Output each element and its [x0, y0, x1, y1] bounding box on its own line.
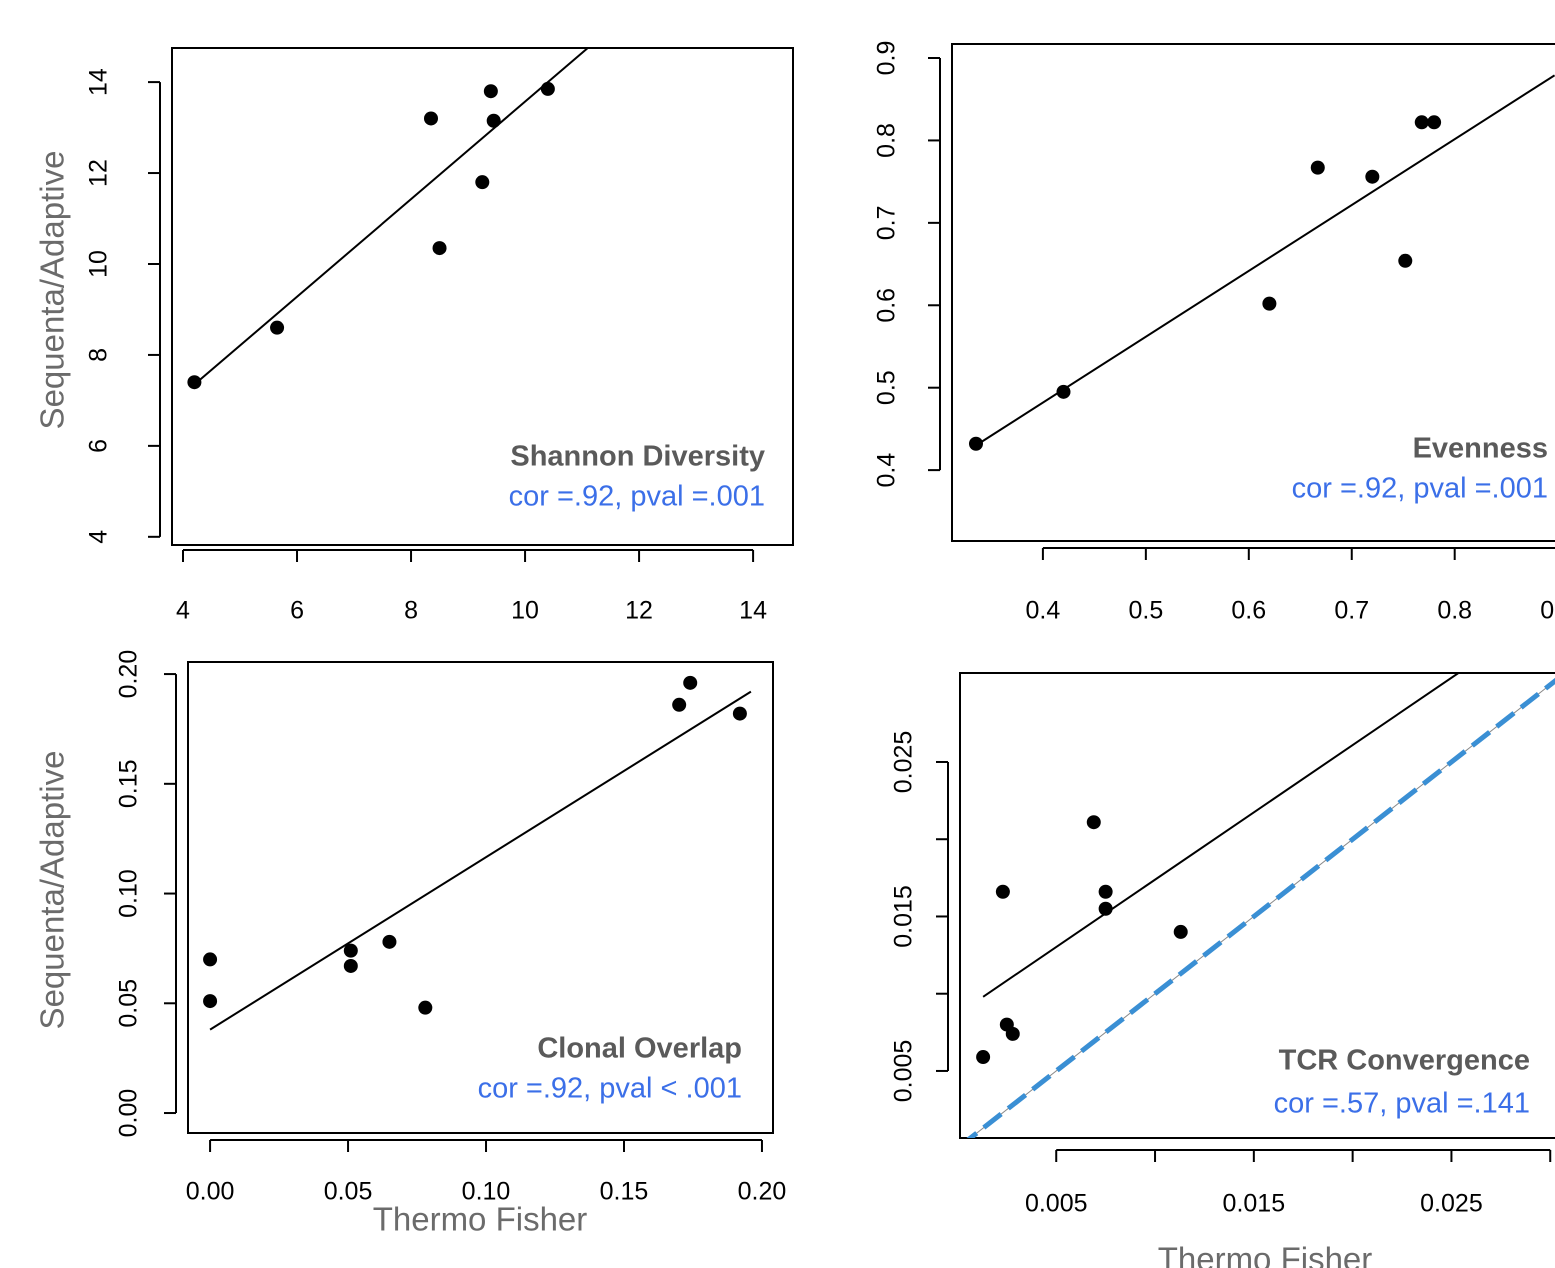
x-tick-label: 0.9: [1540, 597, 1555, 625]
annotation: cor =.92, pval =.001: [1292, 473, 1548, 505]
x-tick-label: 0.00: [186, 1178, 235, 1206]
x-tick-label: 0.7: [1334, 597, 1369, 625]
point: [1414, 115, 1429, 130]
point: [976, 1050, 991, 1065]
plot-frame: [951, 43, 1555, 542]
fit-line: [193, 48, 589, 386]
point: [475, 175, 490, 190]
x-tick-label: 4: [176, 597, 190, 625]
y-axis-label: Sequenta/Adaptive: [34, 151, 71, 430]
y-tick-label: 0.4: [873, 453, 901, 488]
y-axis-label: Sequenta/Adaptive: [34, 751, 71, 1030]
point: [343, 958, 358, 973]
point: [1173, 924, 1188, 939]
x-tick-label: 0.4: [1026, 597, 1061, 625]
x-tick-label: 0.05: [324, 1178, 373, 1206]
point: [382, 934, 397, 949]
x-tick-label: 0.8: [1437, 597, 1472, 625]
x-tick-label: 10: [511, 597, 539, 625]
fit-line: [982, 673, 1460, 998]
annotation: cor =.92, pval < .001: [478, 1073, 742, 1105]
y-tick-label: 0.9: [873, 41, 901, 76]
point: [995, 884, 1010, 899]
x-tick-label: 0.15: [600, 1178, 649, 1206]
y-tick-label: 6: [85, 439, 113, 453]
y-tick-label: 0.025: [890, 731, 918, 794]
point: [423, 111, 438, 126]
y-tick-label: 0.6: [873, 288, 901, 323]
point: [343, 943, 358, 958]
point: [1427, 115, 1442, 130]
x-tick-label: 14: [739, 597, 767, 625]
annotation-title: Clonal Overlap: [537, 1033, 742, 1065]
x-tick-label: 0.20: [738, 1178, 787, 1206]
point: [483, 84, 498, 99]
y-tick-label: 0.7: [873, 205, 901, 240]
point: [732, 706, 747, 721]
x-tick-label: 0.5: [1128, 597, 1163, 625]
point: [187, 375, 202, 390]
y-tick-label: 0.05: [115, 979, 143, 1028]
point: [418, 1000, 433, 1015]
annotation-title: Evenness: [1413, 433, 1548, 465]
annotation: cor =.57, pval =.141: [1274, 1088, 1530, 1120]
point: [540, 81, 555, 96]
point: [203, 952, 218, 967]
point: [1310, 160, 1325, 175]
y-tick-label: 8: [85, 348, 113, 362]
y-tick-label: 0.005: [890, 1040, 918, 1103]
point: [203, 994, 218, 1009]
y-tick-label: 0.8: [873, 123, 901, 158]
y-tick-label: 0.00: [115, 1089, 143, 1138]
y-tick-label: 0.20: [115, 650, 143, 699]
plot-frame: [187, 661, 774, 1134]
point: [486, 113, 501, 128]
point: [1056, 384, 1071, 399]
point: [968, 436, 983, 451]
point: [432, 241, 447, 256]
y-tick-label: 10: [85, 250, 113, 278]
annotation-title: TCR Convergence: [1279, 1045, 1530, 1077]
fit-line: [209, 690, 752, 1031]
x-tick-label: 8: [404, 597, 418, 625]
point: [1365, 169, 1380, 184]
fit-line: [975, 74, 1555, 447]
annotation: cor =.92, pval =.001: [509, 481, 765, 513]
x-tick-label: 12: [625, 597, 653, 625]
y-tick-label: 14: [85, 68, 113, 96]
point: [1086, 815, 1101, 830]
point: [270, 320, 285, 335]
point: [1005, 1026, 1020, 1041]
y-tick-label: 4: [85, 530, 113, 544]
annotation-title: Shannon Diversity: [510, 441, 765, 473]
x-tick-label: 0.025: [1420, 1190, 1483, 1218]
point: [1262, 296, 1277, 311]
x-tick-label: 6: [290, 597, 304, 625]
y-tick-label: 0.015: [890, 885, 918, 948]
x-tick-label: 0.005: [1025, 1190, 1088, 1218]
x-axis-label: Thermo Fisher: [373, 1201, 588, 1238]
identity-line: [966, 677, 1555, 1138]
x-tick-label: 0.6: [1231, 597, 1266, 625]
y-tick-label: 0.10: [115, 869, 143, 918]
x-axis-label: Thermo Fisher: [1158, 1241, 1373, 1268]
x-tick-label: 0.015: [1223, 1190, 1286, 1218]
point: [1398, 253, 1413, 268]
plot-frame: [959, 672, 1555, 1139]
y-tick-label: 0.5: [873, 370, 901, 405]
plot-frame: [171, 47, 794, 546]
point: [1098, 901, 1113, 916]
y-tick-label: 0.15: [115, 759, 143, 808]
y-tick-label: 12: [85, 159, 113, 187]
point: [1098, 884, 1113, 899]
x-tick-label: 0.10: [462, 1178, 511, 1206]
point: [683, 675, 698, 690]
point: [672, 697, 687, 712]
